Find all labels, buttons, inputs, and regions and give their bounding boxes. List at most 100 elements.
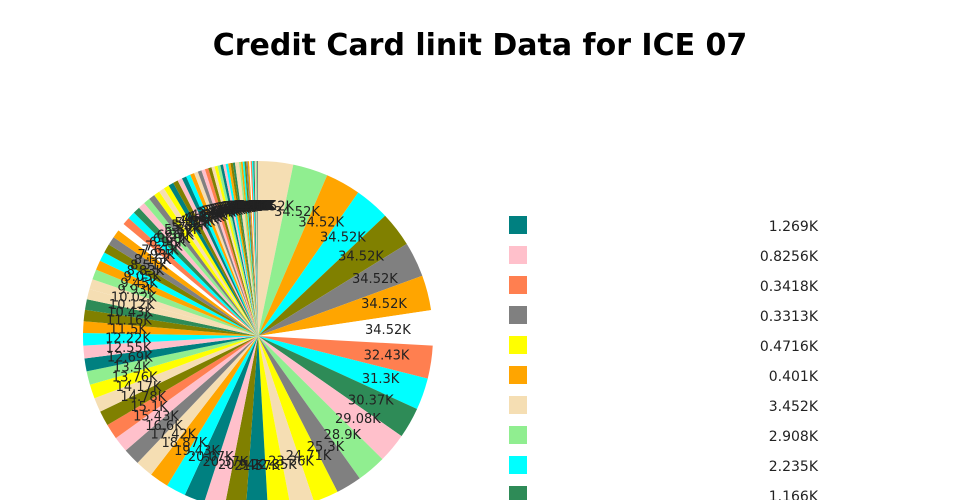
pie-slice[interactable] xyxy=(258,336,402,460)
pie-slice[interactable] xyxy=(242,161,258,336)
pie-slice[interactable] xyxy=(236,162,258,336)
pie-slice[interactable] xyxy=(258,161,294,336)
pie-slice[interactable] xyxy=(137,336,259,475)
pie-slice[interactable] xyxy=(223,164,258,336)
pie-slice[interactable] xyxy=(258,310,434,346)
pie-slice[interactable] xyxy=(115,336,258,451)
pie-slice[interactable] xyxy=(232,162,258,336)
pie-slice[interactable] xyxy=(133,207,258,336)
pie-slice[interactable] xyxy=(217,165,258,336)
pie-slice[interactable] xyxy=(113,230,258,336)
pie-slice[interactable] xyxy=(128,212,258,336)
pie-slice[interactable] xyxy=(258,192,386,336)
legend-swatch[interactable] xyxy=(509,426,527,444)
pie-slice[interactable] xyxy=(258,243,423,336)
pie-slice[interactable] xyxy=(234,162,258,336)
pie-slice[interactable] xyxy=(100,336,259,426)
pie-slice[interactable] xyxy=(86,336,258,385)
pie-slice[interactable] xyxy=(255,161,258,336)
pie-slice[interactable] xyxy=(118,223,259,336)
pie-slice[interactable] xyxy=(84,299,258,336)
pie-slice[interactable] xyxy=(228,163,258,336)
pie-slice[interactable] xyxy=(181,176,258,336)
pie-slice[interactable] xyxy=(107,336,258,439)
pie-slice[interactable] xyxy=(258,336,291,500)
legend-swatch[interactable] xyxy=(509,276,527,294)
pie-slice[interactable] xyxy=(251,161,258,336)
pie-slice[interactable] xyxy=(224,336,258,500)
pie-slice[interactable] xyxy=(256,160,258,336)
pie-slice[interactable] xyxy=(177,178,258,336)
pie-slice[interactable] xyxy=(258,275,432,336)
pie-slice[interactable] xyxy=(144,198,258,336)
pie-slice[interactable] xyxy=(84,336,258,372)
pie-slice[interactable] xyxy=(184,336,258,500)
pie-slice[interactable] xyxy=(154,191,258,336)
pie-slice[interactable] xyxy=(258,336,360,492)
pie-slice[interactable] xyxy=(96,260,258,336)
pie-slice[interactable] xyxy=(167,336,258,495)
pie-slice[interactable] xyxy=(108,237,258,336)
pie-slice[interactable] xyxy=(173,180,258,336)
pie-slice[interactable] xyxy=(151,336,258,486)
pie-slice[interactable] xyxy=(89,279,258,336)
pie-slice[interactable] xyxy=(258,164,328,336)
pie-slice[interactable] xyxy=(83,336,258,359)
pie-slice[interactable] xyxy=(186,174,258,336)
pie-slice[interactable] xyxy=(253,161,258,336)
pie-slice[interactable] xyxy=(258,336,383,479)
pie-slice[interactable] xyxy=(204,336,258,500)
pie-slice[interactable] xyxy=(258,336,433,379)
pie-slice[interactable] xyxy=(94,336,259,412)
pie-slice[interactable] xyxy=(214,165,258,336)
pie-slice[interactable] xyxy=(83,309,258,336)
pie-slice[interactable] xyxy=(190,173,258,336)
pie-slice[interactable] xyxy=(258,175,359,336)
pie-slice[interactable] xyxy=(204,168,258,336)
pie-slice[interactable] xyxy=(220,164,258,336)
pie-slice[interactable] xyxy=(100,252,258,336)
pie-slice[interactable] xyxy=(194,171,258,336)
pie-slice[interactable] xyxy=(258,336,418,437)
pie-slice[interactable] xyxy=(249,161,258,336)
pie-slice[interactable] xyxy=(238,161,258,336)
pie-slice[interactable] xyxy=(230,162,258,336)
pie-slice[interactable] xyxy=(254,161,258,336)
pie-slice[interactable] xyxy=(246,161,258,336)
legend-swatch[interactable] xyxy=(509,396,527,414)
pie-slice[interactable] xyxy=(83,321,258,336)
pie-slice[interactable] xyxy=(258,215,407,336)
pie-slice[interactable] xyxy=(258,336,428,409)
pie-slice[interactable] xyxy=(89,336,259,399)
legend-swatch[interactable] xyxy=(509,336,527,354)
legend-swatch[interactable] xyxy=(509,486,527,500)
legend-swatch[interactable] xyxy=(509,216,527,234)
legend-swatch[interactable] xyxy=(509,456,527,474)
pie-slice[interactable] xyxy=(139,203,258,336)
pie-slice[interactable] xyxy=(258,336,314,500)
pie-slice[interactable] xyxy=(208,167,258,336)
pie-slice[interactable] xyxy=(123,218,258,336)
pie-slice[interactable] xyxy=(211,166,258,336)
pie-slice[interactable] xyxy=(258,336,338,500)
pie-slice[interactable] xyxy=(92,269,258,336)
pie-slice[interactable] xyxy=(247,161,258,336)
pie-slice[interactable] xyxy=(168,182,258,336)
pie-slice[interactable] xyxy=(246,336,268,500)
legend-swatch[interactable] xyxy=(509,246,527,264)
pie-slice[interactable] xyxy=(149,195,258,336)
pie-slice[interactable] xyxy=(125,336,258,463)
pie-slice[interactable] xyxy=(104,244,259,336)
pie-slice[interactable] xyxy=(83,333,258,346)
pie-slice[interactable] xyxy=(201,169,258,336)
pie-slice[interactable] xyxy=(163,185,258,336)
pie-slice[interactable] xyxy=(244,161,258,336)
pie-slice[interactable] xyxy=(225,163,258,336)
legend-swatch[interactable] xyxy=(509,306,527,324)
pie-slice[interactable] xyxy=(240,161,258,336)
pie-slice[interactable] xyxy=(159,188,258,336)
legend-swatch[interactable] xyxy=(509,366,527,384)
pie-slice[interactable] xyxy=(197,170,258,336)
pie-slice[interactable] xyxy=(86,289,258,336)
pie-slice[interactable] xyxy=(250,161,258,336)
